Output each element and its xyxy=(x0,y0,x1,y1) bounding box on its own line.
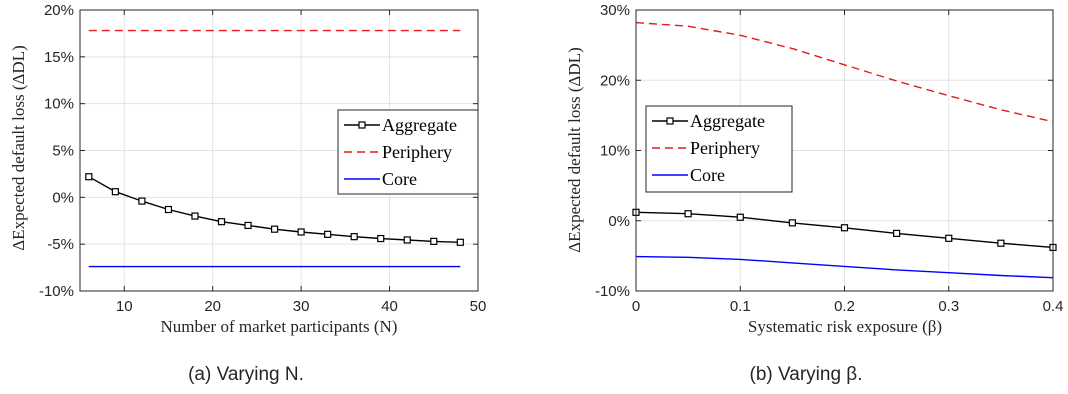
chart-a-series-aggregate-marker xyxy=(377,234,385,243)
chart-a-xlabel: Number of market participants (N) xyxy=(161,317,398,336)
chart-b-series-aggregate-marker xyxy=(945,234,953,242)
chart-b-xtick-label: 0.4 xyxy=(1043,298,1064,315)
chart-b-legend-label-periphery: Periphery xyxy=(690,138,760,158)
chart-b-ytick-label: 20% xyxy=(600,72,630,89)
chart-a-series-aggregate-marker xyxy=(164,205,173,214)
chart-b-series-aggregate-marker xyxy=(684,210,692,218)
chart-b-series-aggregate-marker xyxy=(840,224,849,232)
chart-a-series-aggregate-marker xyxy=(456,238,464,246)
chart-a-series-aggregate-marker xyxy=(138,197,146,205)
chart-b-series-aggregate-marker xyxy=(788,219,796,227)
chart-b-xtick-label: 0.2 xyxy=(834,298,855,315)
chart-a-ytick-label: 10% xyxy=(44,96,74,113)
chart-a-xtick-label: 10 xyxy=(116,298,133,315)
chart-a-series-aggregate-marker xyxy=(270,225,279,233)
chart-a-ytick-label: 20% xyxy=(44,2,74,19)
chart-b-ytick-label: -10% xyxy=(595,283,630,300)
chart-a-series-aggregate-marker xyxy=(297,228,305,236)
chart-b-series-aggregate-marker xyxy=(997,239,1005,247)
chart-b-ytick-label: 30% xyxy=(600,2,630,19)
chart-a-series-aggregate-marker xyxy=(350,233,358,241)
chart-b-ylabel: ΔExpected default loss (ΔDL) xyxy=(565,47,584,253)
chart-b-ytick-label: 10% xyxy=(600,143,630,160)
chart-panel-a: (a) Varying N. ΔExpected default loss (Δ… xyxy=(9,2,486,385)
chart-a-legend-label-core: Core xyxy=(382,169,417,189)
chart-b-legend-marker xyxy=(666,117,674,125)
chart-a-series-aggregate-marker xyxy=(111,188,119,196)
chart-b-series-core-line xyxy=(635,255,1054,279)
chart-b-xtick-label: 0.3 xyxy=(938,298,959,315)
chart-b-series-aggregate-marker xyxy=(893,229,901,237)
chart-a-ytick-label: 5% xyxy=(52,143,74,160)
chart-a-caption: (a) Varying N. xyxy=(188,364,304,385)
chart-a-legend-marker xyxy=(358,121,366,129)
chart-b-caption: (b) Varying β. xyxy=(750,364,863,385)
chart-a-series-aggregate-marker xyxy=(191,212,199,220)
chart-a-series-aggregate-marker xyxy=(85,173,93,181)
chart-a-ytick-label: -10% xyxy=(39,283,74,300)
chart-a-series-aggregate-marker xyxy=(324,230,332,238)
chart-a-legend-label-aggregate: Aggregate xyxy=(382,115,457,135)
chart-b-xtick-label: 0 xyxy=(632,298,640,315)
chart-a-legend-label-periphery: Periphery xyxy=(382,142,452,162)
chart-a-xtick-label: 30 xyxy=(293,298,310,315)
chart-b-legend-label-core: Core xyxy=(690,165,725,185)
chart-a-ylabel: ΔExpected default loss (ΔDL) xyxy=(9,45,28,251)
chart-a-series-aggregate-marker xyxy=(244,221,252,230)
chart-a-xtick-label: 50 xyxy=(470,298,487,315)
chart-a-xtick-label: 40 xyxy=(381,298,398,315)
chart-a-series-aggregate-marker xyxy=(430,237,438,245)
chart-b-xtick-label: 0.1 xyxy=(730,298,751,315)
chart-b-legend-label-aggregate: Aggregate xyxy=(690,111,765,131)
chart-b-ytick-label: 0% xyxy=(608,213,630,230)
chart-b-series-aggregate-marker xyxy=(736,213,744,221)
chart-a-series-aggregate-marker xyxy=(403,236,411,244)
chart-a-series-aggregate-marker xyxy=(217,218,226,226)
chart-a-ytick-label: 0% xyxy=(52,189,74,206)
chart-panel-b: (b) Varying β. ΔExpected default loss (Δ… xyxy=(565,2,1063,385)
chart-b-series-periphery-line xyxy=(635,21,1054,123)
chart-a-xtick-label: 20 xyxy=(204,298,221,315)
chart-b-xlabel: Systematic risk exposure (β) xyxy=(748,317,942,336)
chart-a-ytick-label: 15% xyxy=(44,49,74,66)
chart-a-ytick-label: -5% xyxy=(47,236,74,253)
